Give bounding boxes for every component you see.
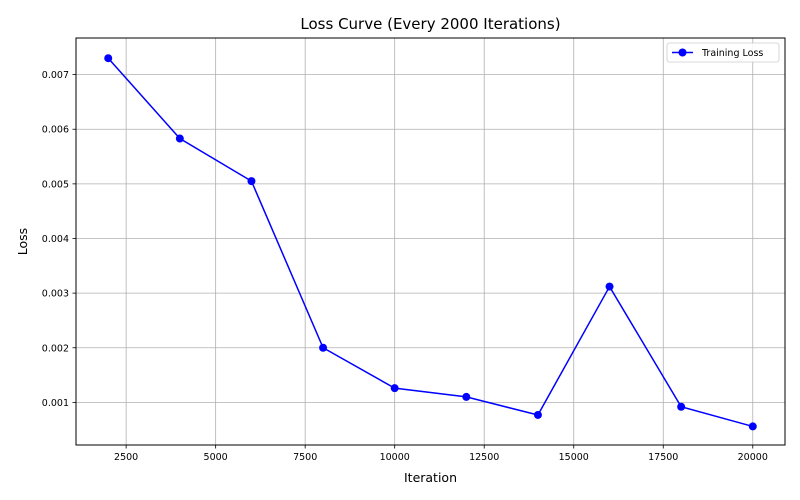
x-axis-label: Iteration xyxy=(404,470,457,485)
y-axis-ticks: 0.001 0.002 0.003 0.004 0.005 0.006 0.007 xyxy=(42,70,76,409)
series-layer xyxy=(104,54,757,431)
data-point xyxy=(748,422,757,431)
y-tick-label: 0.007 xyxy=(42,70,69,81)
x-tick-label: 12500 xyxy=(469,452,499,463)
data-point xyxy=(462,392,471,401)
data-point xyxy=(104,54,113,63)
y-tick-label: 0.001 xyxy=(42,398,69,409)
series-line xyxy=(107,57,753,428)
x-tick-label: 5000 xyxy=(204,452,228,463)
x-tick-label: 17500 xyxy=(648,452,678,463)
x-tick-label: 2500 xyxy=(114,452,138,463)
data-point xyxy=(533,410,542,419)
y-axis-label: Loss xyxy=(15,228,30,255)
legend-box xyxy=(666,42,780,63)
x-tick-label: 10000 xyxy=(380,452,410,463)
data-point xyxy=(605,282,614,291)
legend-marker xyxy=(678,48,687,57)
plot-frame xyxy=(75,37,786,446)
x-tick-label: 15000 xyxy=(559,452,589,463)
data-point xyxy=(390,384,399,393)
chart-title: Loss Curve (Every 2000 Iterations) xyxy=(300,15,560,33)
x-tick-label: 7500 xyxy=(293,452,317,463)
y-tick-label: 0.003 xyxy=(42,289,69,300)
data-point xyxy=(175,134,184,143)
x-tick-label: 20000 xyxy=(738,452,768,463)
y-tick-label: 0.004 xyxy=(42,234,69,245)
data-point xyxy=(319,343,328,352)
data-point xyxy=(247,177,256,186)
y-tick-label: 0.005 xyxy=(42,179,69,190)
data-point xyxy=(677,402,686,411)
y-tick-label: 0.006 xyxy=(42,125,69,136)
x-axis-ticks: 2500 5000 7500 10000 12500 15000 17500 20000 xyxy=(114,445,768,463)
legend: Training Loss xyxy=(666,42,780,63)
grid-lines xyxy=(76,38,785,445)
y-tick-label: 0.002 xyxy=(42,343,69,354)
legend-label: Training Loss xyxy=(701,48,763,59)
